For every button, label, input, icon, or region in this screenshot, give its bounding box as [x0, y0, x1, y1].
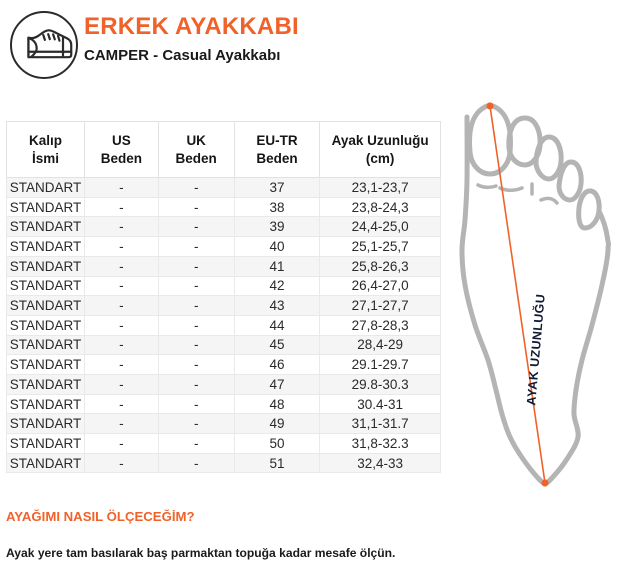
svg-text:AYAK UZUNLUĞU: AYAK UZUNLUĞU — [523, 293, 548, 406]
